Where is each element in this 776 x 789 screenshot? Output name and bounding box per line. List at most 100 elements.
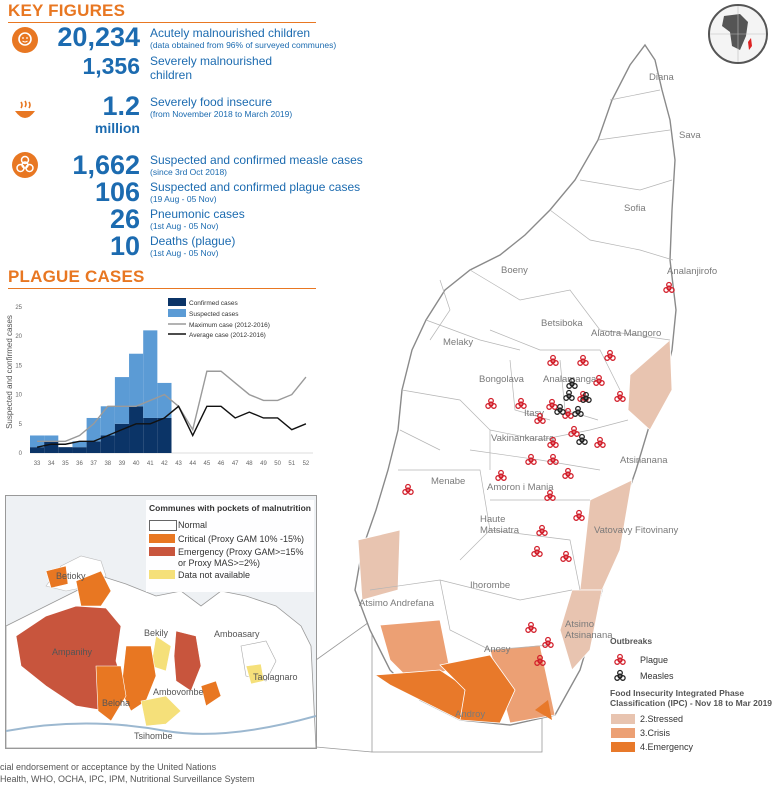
region-vatovavy-fitovinany: Vatovavy Fitovinany (594, 525, 679, 536)
y-tick-label: 25 (15, 305, 22, 311)
confirmed-bar (129, 406, 144, 453)
legend-critical-swatch (149, 534, 175, 543)
plague-marker-icon (604, 349, 616, 361)
average-case-line (36, 405, 307, 448)
place-ampanihy: Ampanihy (52, 647, 93, 657)
measles-marker-icon (572, 405, 584, 417)
plague-marker-icon (534, 412, 546, 424)
x-tick-label: 49 (260, 461, 267, 467)
x-tick-label: 35 (62, 461, 69, 467)
plague-cases-title: PLAGUE CASES (8, 267, 145, 286)
legend-emergency-label-2: or Proxy MAS>=2%) (178, 558, 261, 568)
pneumonic-label: Pneumonic cases (150, 207, 245, 221)
measles-legend-label: Measles (640, 671, 674, 681)
outbreaks-legend-title: Outbreaks (610, 636, 653, 646)
plague-marker-icon (546, 398, 558, 410)
place-amboasary: Amboasary (214, 629, 260, 639)
severe-malnourished-value: 1,356 (82, 53, 140, 79)
ipc-legend-title-2: Classification (IPC) - Nov 18 to Mar 201… (610, 698, 773, 708)
region-atsinanana: Atsinanana (620, 455, 668, 466)
region-itasy: Itasy (524, 408, 545, 419)
y-tick-label: 10 (15, 393, 22, 399)
confirmed-bar (86, 441, 101, 453)
region-bongolava: Bongolava (479, 374, 524, 385)
y-tick-label: 0 (19, 451, 23, 457)
x-tick-label: 52 (303, 461, 310, 467)
region-alaotra-mangoro: Alaotra Mangoro (591, 328, 662, 339)
plague-sub: (19 Aug - 05 Nov) (150, 194, 217, 204)
suspected-bar (44, 435, 59, 442)
maximum-case-line (37, 370, 307, 443)
measles-marker-icon (576, 433, 588, 445)
plague-legend-label: Plague (640, 655, 669, 665)
inset-legend-title: Communes with pockets of malnutrition (149, 503, 311, 513)
food-insecure-label: Severely food insecure (150, 95, 273, 109)
deaths-label: Deaths (plague) (150, 234, 236, 248)
legend-nodata-label: Data not available (178, 570, 251, 580)
legend-suspected-label: Suspected cases (189, 311, 239, 318)
x-tick-label: 34 (48, 461, 55, 467)
ipc-legend-title-1: Food Insecurity Integrated Phase (610, 688, 745, 698)
plague-marker-icon (562, 467, 574, 479)
x-tick-label: 37 (90, 461, 97, 467)
deaths-value: 10 (109, 231, 140, 261)
y-tick-label: 15 (15, 363, 22, 369)
severe-malnourished-label-a: Severely malnourished (150, 54, 273, 68)
legend-normal-label: Normal (178, 520, 208, 530)
plague-value: 106 (94, 177, 140, 207)
plague-marker-icon (663, 281, 675, 293)
measles-marker-icon (566, 377, 578, 389)
place-beloha: Beloha (102, 698, 131, 708)
plague-marker-icon (525, 453, 537, 465)
suspected-bar (86, 417, 101, 442)
legend-emergency-label: Emergency (Proxy GAM>=15% (178, 547, 304, 557)
measles-value: 1,662 (72, 150, 140, 180)
food-insecure-unit: million (94, 120, 140, 136)
plague-marker-icon (593, 374, 605, 386)
plague-label: Suspected and confirmed plague cases (150, 180, 361, 194)
place-betioky: Betioky (56, 571, 86, 581)
plague-marker-icon (534, 654, 546, 666)
pneumonic-value: 26 (109, 204, 140, 234)
madagascar-map (354, 43, 677, 726)
suspected-bar (129, 353, 144, 407)
region-androy: Androy (455, 709, 486, 720)
region-diana: Diana (649, 72, 674, 83)
legend-average-label: Average case (2012-2016) (189, 332, 266, 339)
x-tick-label: 42 (161, 461, 168, 467)
region-vakinankaratra: Vakinankaratra (491, 433, 555, 444)
legend-emergency-swatch (149, 547, 175, 556)
child-icon (12, 27, 38, 53)
suspected-bar (72, 441, 87, 448)
measles-marker-icon (554, 403, 566, 415)
suspected-bar (157, 382, 172, 418)
pneumonic-sub: (1st Aug - 05 Nov) (150, 221, 219, 231)
region-haute-matsiatra: Haute Matsiatra (480, 514, 520, 536)
region-atsimo-atsinanana: Atsimo Atsinanana (565, 619, 613, 641)
legend-suspected-swatch (168, 309, 186, 317)
footnote-disclaimer: cial endorsement or acceptance by the Un… (0, 762, 217, 772)
ipc-stressed-label: 2.Stressed (640, 714, 684, 724)
plague-marker-icon (531, 545, 543, 557)
measles-marker-icon (580, 391, 592, 403)
plague-cases-rule (8, 288, 316, 289)
confirmed-bar (30, 447, 45, 453)
legend-normal-swatch (149, 520, 177, 531)
malnourished-sub: (data obtained from 96% of surveyed comm… (150, 40, 337, 50)
confirmed-bar (44, 441, 59, 453)
region-sofia: Sofia (624, 203, 646, 214)
confirmed-bar (100, 435, 115, 453)
x-tick-label: 41 (147, 461, 154, 467)
ipc-emergency-label: 4.Emergency (640, 742, 694, 752)
measles-label: Suspected and confirmed measle cases (150, 153, 363, 167)
region-amoron-i-mania: Amoron i Mania (487, 482, 554, 493)
food-insecure-sub: (from November 2018 to March 2019) (150, 109, 293, 119)
plague-marker-icon (614, 390, 626, 402)
region-ihorombe: Ihorombe (470, 580, 511, 591)
plague-marker-icon (402, 483, 414, 495)
globe-locator-icon (708, 4, 768, 64)
confirmed-bar (72, 447, 87, 453)
place-tsihombe: Tsihombe (134, 731, 173, 741)
y-tick-label: 20 (15, 334, 22, 340)
